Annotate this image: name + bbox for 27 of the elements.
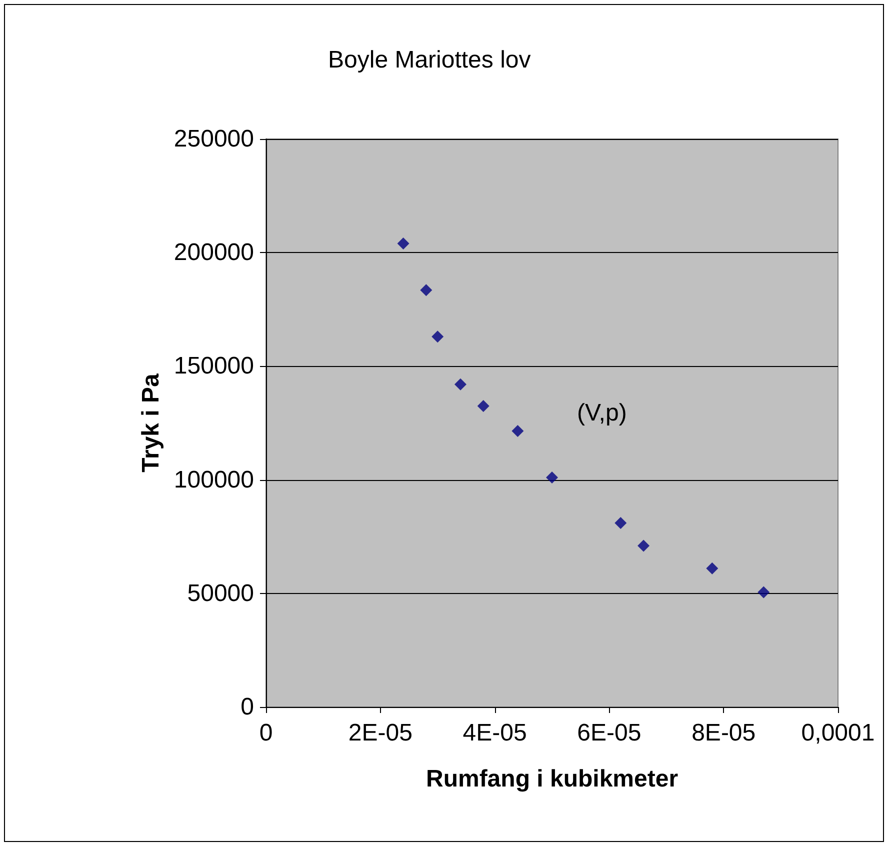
point (477, 400, 490, 412)
y-tick-label: 200000 (174, 239, 254, 266)
chart-title: Boyle Mariottes lov (328, 46, 531, 74)
y-tick-label: 50000 (187, 580, 254, 607)
point (638, 540, 650, 552)
x-axis-title: Rumfang i kubikmeter (426, 766, 678, 792)
point (546, 472, 558, 484)
point (432, 330, 444, 343)
x-tick-label: 4E-05 (462, 720, 527, 746)
x-tick-label: 2E-05 (348, 720, 412, 746)
y-tick-label: 150000 (174, 352, 254, 380)
x-tick-label: 0,0001 (801, 720, 875, 746)
point (420, 284, 432, 296)
x-tick-label: 8E-05 (692, 720, 756, 746)
point (758, 586, 770, 598)
y-tick-label: 250000 (174, 126, 254, 152)
point (397, 238, 410, 250)
point (706, 562, 718, 574)
y-tick-label: 100000 (174, 466, 254, 494)
x-tick-label: 6E-05 (577, 720, 642, 746)
annotation: (V,p) (577, 400, 627, 426)
y-tick-label: 0 (240, 694, 254, 720)
point (614, 516, 627, 529)
point (512, 424, 524, 437)
point (454, 378, 466, 390)
x-tick-label: 0 (259, 720, 273, 746)
y-axis-title: Tryk i Pa (138, 372, 165, 472)
